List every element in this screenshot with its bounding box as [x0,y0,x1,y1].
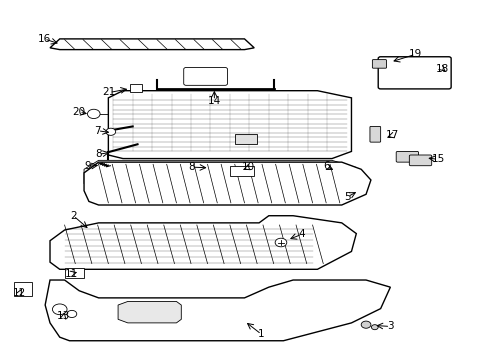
FancyBboxPatch shape [372,60,386,68]
Text: 2: 2 [70,211,77,221]
Text: 14: 14 [207,96,221,106]
Text: 5: 5 [344,192,350,202]
Text: 8: 8 [188,162,195,172]
Text: 21: 21 [102,87,116,98]
FancyBboxPatch shape [14,282,32,296]
Text: 20: 20 [73,107,85,117]
FancyBboxPatch shape [183,67,227,85]
Polygon shape [50,39,254,50]
Circle shape [87,109,100,118]
Text: 19: 19 [408,49,422,59]
Circle shape [361,321,370,328]
Text: 9: 9 [84,161,91,171]
Text: 12: 12 [13,288,26,297]
Text: 16: 16 [38,34,51,44]
Circle shape [371,325,377,330]
Text: 18: 18 [435,64,448,74]
Circle shape [106,128,116,135]
FancyBboxPatch shape [408,155,431,166]
FancyBboxPatch shape [369,126,380,142]
Polygon shape [84,160,356,194]
Text: 13: 13 [57,311,70,321]
Text: 6: 6 [322,161,329,171]
FancyBboxPatch shape [229,166,254,176]
Polygon shape [45,280,389,341]
FancyBboxPatch shape [64,267,84,278]
Text: 15: 15 [430,154,444,164]
Circle shape [67,310,77,318]
Polygon shape [84,162,370,205]
Text: 10: 10 [242,162,254,172]
Text: 7: 7 [94,126,101,136]
FancyBboxPatch shape [377,57,450,89]
Text: 11: 11 [65,269,79,279]
Circle shape [275,238,286,247]
Text: 3: 3 [386,321,393,332]
FancyBboxPatch shape [234,134,256,144]
Text: 17: 17 [386,130,399,140]
Text: 8: 8 [95,149,102,159]
Polygon shape [118,301,181,323]
Polygon shape [108,91,351,158]
FancyBboxPatch shape [395,152,418,162]
Text: 4: 4 [298,229,305,239]
Polygon shape [50,216,356,269]
Text: 1: 1 [258,329,264,339]
Circle shape [52,304,67,315]
FancyBboxPatch shape [130,84,142,93]
